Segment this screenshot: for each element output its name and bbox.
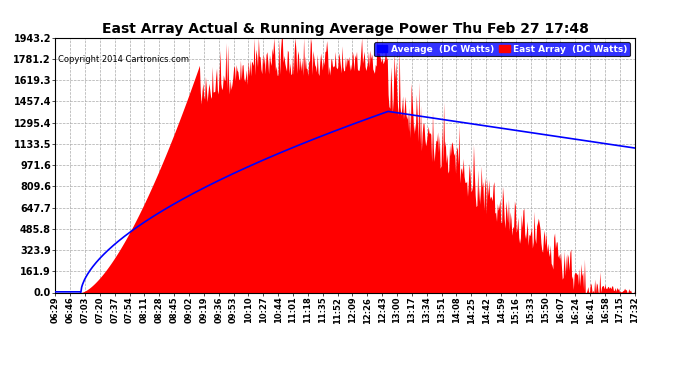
Title: East Array Actual & Running Average Power Thu Feb 27 17:48: East Array Actual & Running Average Powe… <box>101 22 589 36</box>
Text: Copyright 2014 Cartronics.com: Copyright 2014 Cartronics.com <box>58 56 189 64</box>
Legend: Average  (DC Watts), East Array  (DC Watts): Average (DC Watts), East Array (DC Watts… <box>374 42 630 56</box>
